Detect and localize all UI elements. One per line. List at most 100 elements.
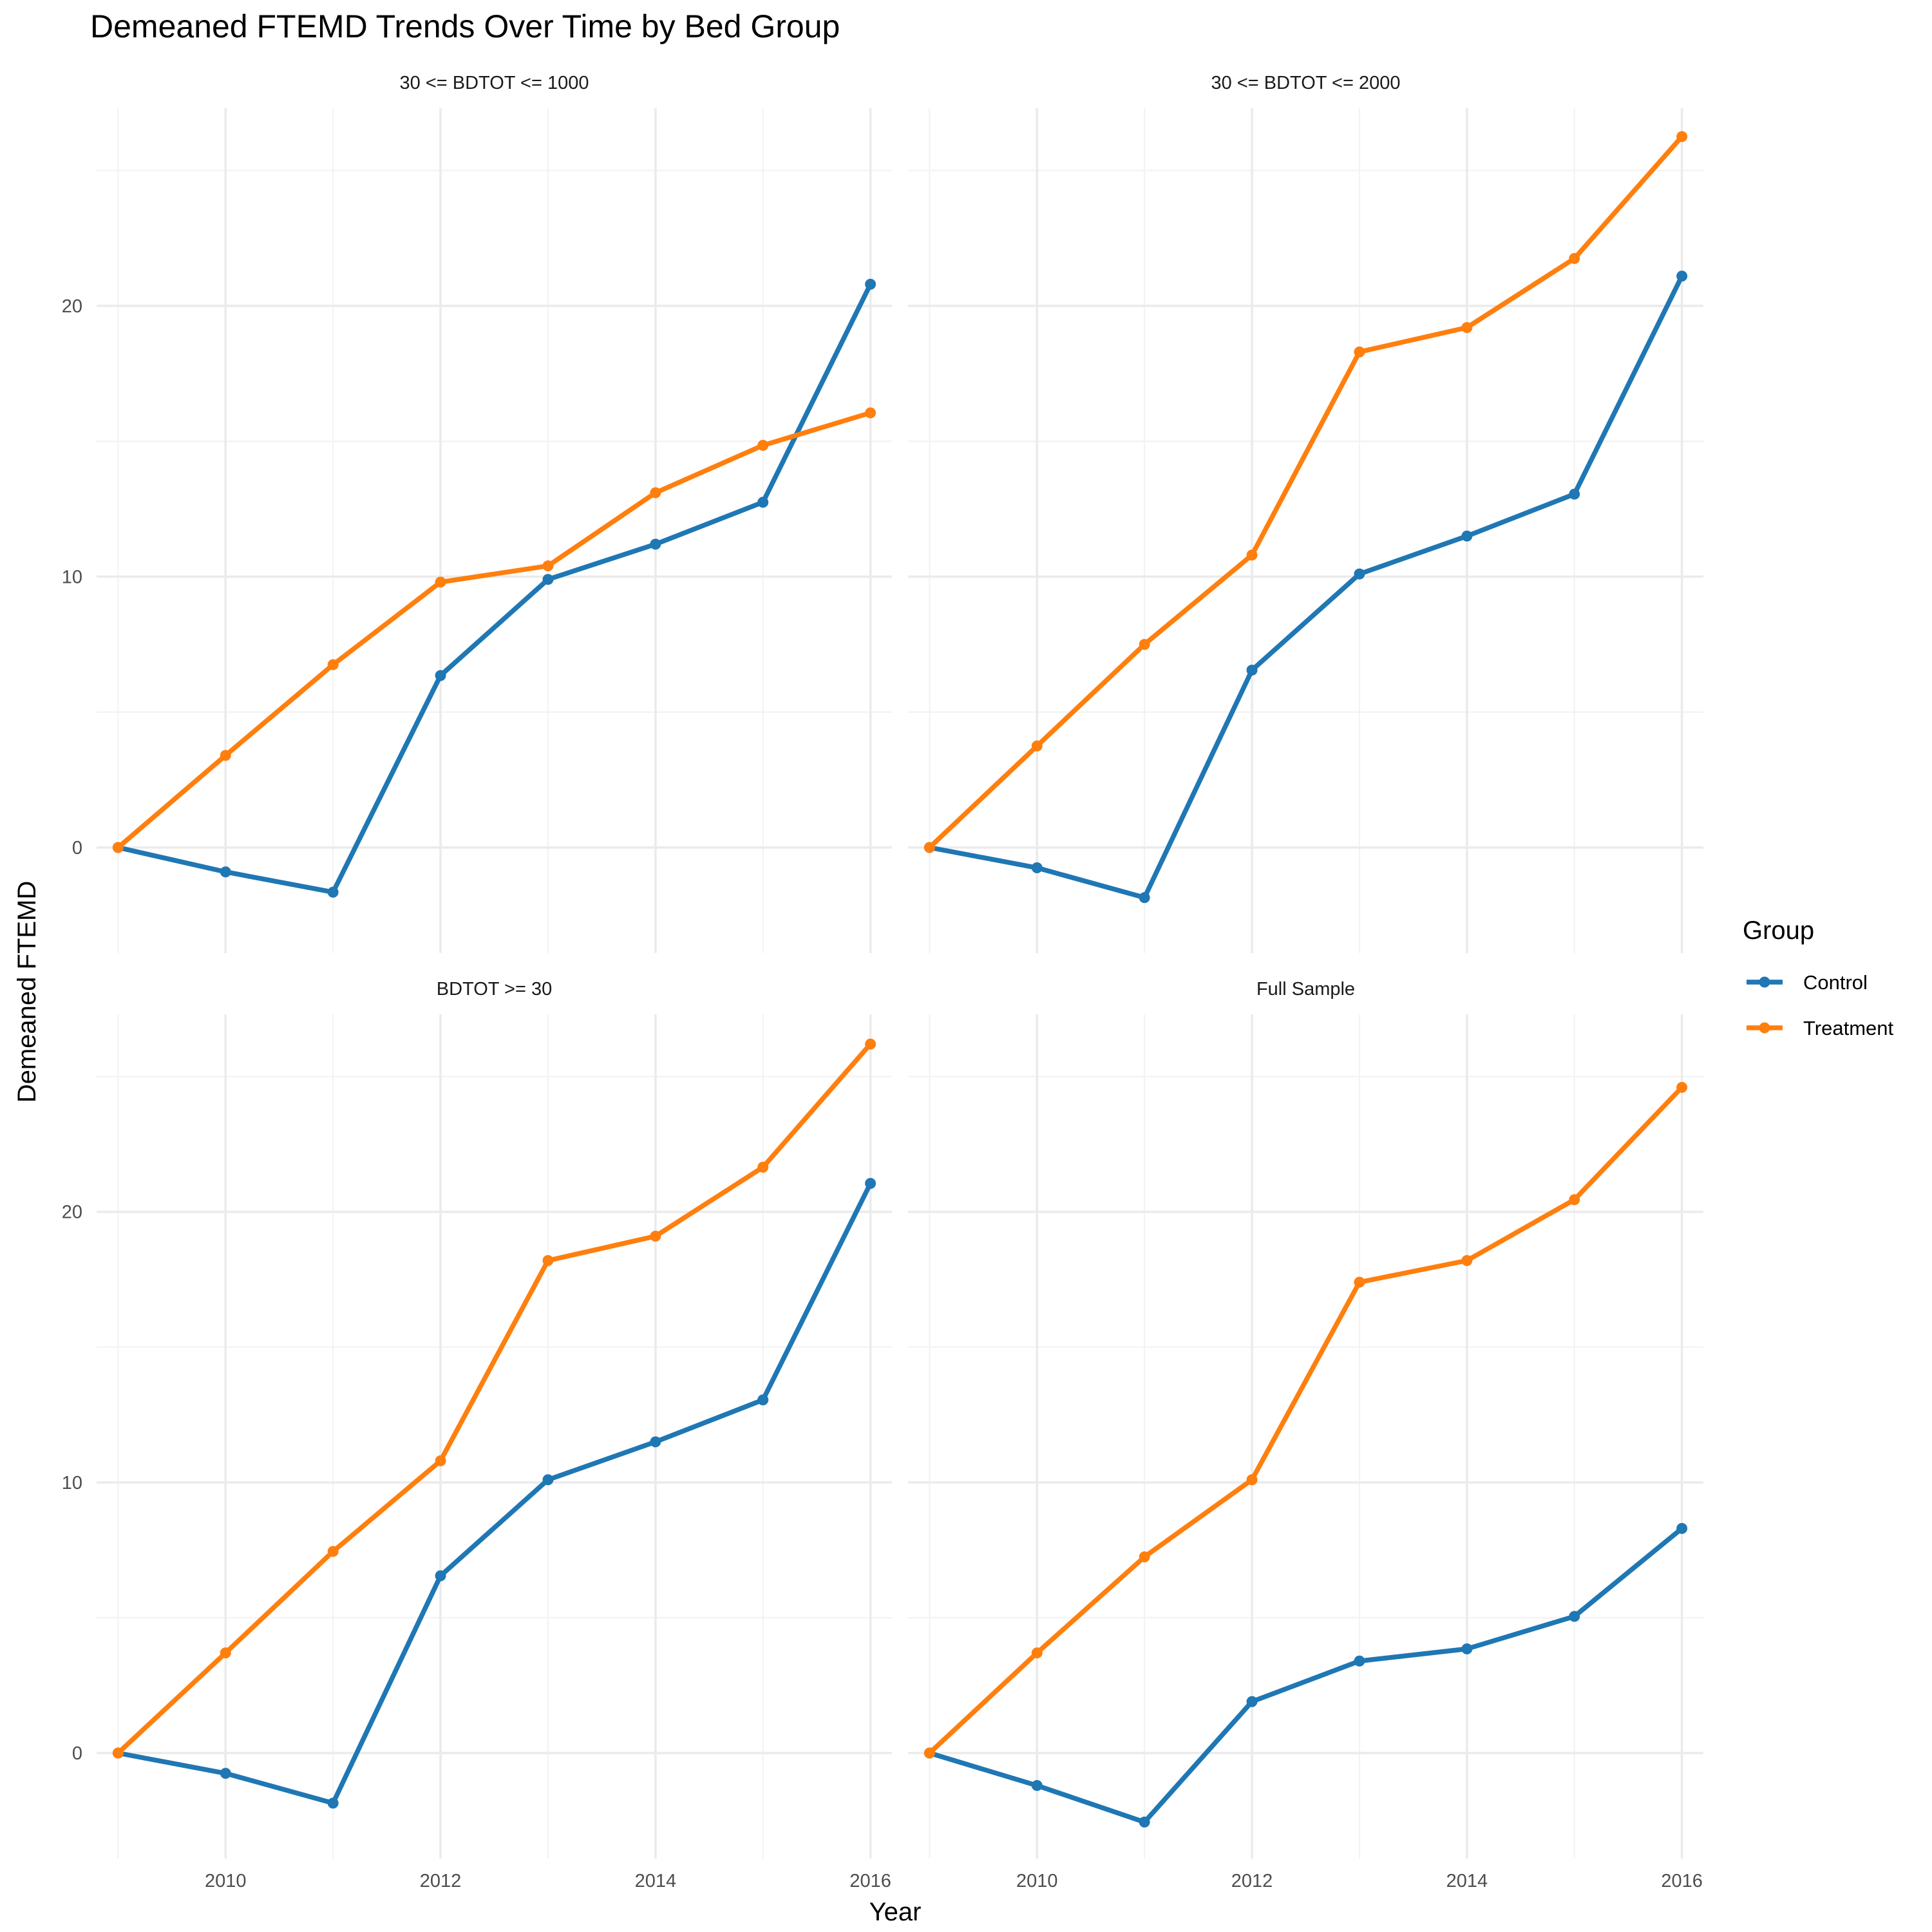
data-point-treatment bbox=[327, 1546, 339, 1557]
data-point-control bbox=[1354, 1655, 1365, 1667]
data-point-treatment bbox=[650, 487, 661, 498]
data-point-treatment bbox=[1031, 1647, 1043, 1659]
data-point-treatment bbox=[650, 1231, 661, 1242]
data-point-treatment bbox=[1354, 346, 1365, 357]
data-point-treatment bbox=[542, 1255, 554, 1266]
facet-panel: Full Sample 2010 2012 2014 2016 bbox=[908, 979, 1703, 1891]
data-point-control bbox=[1461, 1643, 1473, 1654]
legend-key-point bbox=[1759, 976, 1770, 988]
legend-label: Treatment bbox=[1803, 1017, 1894, 1039]
data-point-control bbox=[1354, 568, 1365, 580]
data-point-control bbox=[1676, 1522, 1688, 1534]
x-tick-label: 2016 bbox=[849, 1871, 891, 1891]
legend-label: Control bbox=[1803, 971, 1868, 994]
x-tick-label: 2010 bbox=[205, 1871, 247, 1891]
data-point-treatment bbox=[1246, 549, 1258, 561]
data-point-treatment bbox=[1676, 1081, 1688, 1093]
facet-strip-label: BDTOT >= 30 bbox=[437, 979, 552, 999]
facet-panel: BDTOT >= 30 0 10 20 2010 2012 2014 2016 bbox=[62, 979, 892, 1891]
legend: Group Control Treatment bbox=[1743, 916, 1894, 1039]
data-point-control bbox=[1246, 665, 1258, 676]
data-point-control bbox=[1246, 1696, 1258, 1707]
data-point-control bbox=[865, 278, 876, 290]
data-point-control bbox=[435, 1570, 446, 1582]
data-point-control bbox=[542, 574, 554, 585]
data-point-treatment bbox=[1354, 1276, 1365, 1288]
series-line-treatment bbox=[927, 135, 1684, 849]
data-point-treatment bbox=[1246, 1474, 1258, 1486]
x-tick-label: 2010 bbox=[1016, 1871, 1058, 1891]
data-point-treatment bbox=[1031, 740, 1043, 752]
data-point-treatment bbox=[757, 440, 769, 451]
y-axis-title: Demeaned FTEMD bbox=[13, 881, 41, 1103]
data-point-control bbox=[1569, 1611, 1580, 1622]
series-line-control bbox=[117, 283, 873, 895]
data-point-treatment bbox=[923, 842, 935, 853]
data-point-treatment bbox=[112, 1747, 124, 1759]
series-line-control bbox=[117, 1182, 873, 1806]
data-point-control bbox=[1139, 1816, 1150, 1828]
data-point-control bbox=[650, 538, 661, 550]
x-tick-label: 2014 bbox=[635, 1871, 677, 1891]
series-line-control bbox=[929, 1526, 1683, 1825]
data-point-treatment bbox=[435, 576, 446, 588]
chart-title: Demeaned FTEMD Trends Over Time by Bed G… bbox=[90, 8, 840, 44]
y-tick-label: 20 bbox=[62, 296, 82, 317]
x-tick-label: 2016 bbox=[1661, 1871, 1703, 1891]
data-point-treatment bbox=[757, 1161, 769, 1173]
facet-strip-label: Full Sample bbox=[1256, 979, 1355, 999]
data-point-control bbox=[435, 670, 446, 681]
data-point-treatment bbox=[1139, 639, 1150, 650]
data-point-treatment bbox=[542, 560, 554, 572]
y-tick-label: 0 bbox=[72, 838, 82, 858]
data-point-control bbox=[327, 1797, 339, 1809]
y-tick-label: 10 bbox=[62, 567, 82, 587]
data-point-treatment bbox=[865, 1038, 876, 1050]
data-point-treatment bbox=[112, 842, 124, 853]
data-point-control bbox=[1139, 892, 1150, 904]
x-tick-label: 2012 bbox=[420, 1871, 462, 1891]
data-point-treatment bbox=[1139, 1551, 1150, 1562]
data-point-treatment bbox=[1461, 322, 1473, 334]
data-point-treatment bbox=[220, 750, 231, 761]
data-point-treatment bbox=[327, 659, 339, 670]
x-tick-label: 2014 bbox=[1446, 1871, 1488, 1891]
data-point-control bbox=[650, 1436, 661, 1448]
data-point-control bbox=[1676, 270, 1688, 282]
x-tick-label: 2012 bbox=[1231, 1871, 1273, 1891]
data-point-control bbox=[542, 1474, 554, 1486]
facet-strip-label: 30 <= BDTOT <= 2000 bbox=[1211, 73, 1401, 93]
facet-panel: 30 <= BDTOT <= 1000 0 10 20 bbox=[62, 73, 892, 953]
facet-panels: 30 <= BDTOT <= 1000 0 10 20 30 <= BDTOT <= 2… bbox=[62, 73, 1703, 1891]
data-point-control bbox=[220, 866, 231, 878]
data-point-control bbox=[757, 497, 769, 508]
y-tick-label: 20 bbox=[62, 1202, 82, 1223]
series-line-treatment bbox=[116, 410, 871, 849]
series-line-treatment bbox=[927, 1085, 1684, 1755]
y-tick-label: 10 bbox=[62, 1473, 82, 1493]
facet-panel: 30 <= BDTOT <= 2000 bbox=[908, 73, 1703, 953]
legend-key-point bbox=[1759, 1022, 1770, 1034]
data-point-control bbox=[1569, 488, 1580, 500]
x-axis-title: Year bbox=[869, 1898, 922, 1926]
data-point-control bbox=[1461, 530, 1473, 542]
data-point-control bbox=[220, 1768, 231, 1779]
data-point-control bbox=[1031, 1780, 1043, 1792]
data-point-control bbox=[757, 1394, 769, 1406]
y-tick-label: 0 bbox=[72, 1743, 82, 1764]
data-point-control bbox=[327, 886, 339, 898]
data-point-treatment bbox=[435, 1455, 446, 1466]
legend-title: Group bbox=[1743, 916, 1814, 945]
data-point-treatment bbox=[923, 1747, 935, 1759]
data-point-treatment bbox=[1676, 131, 1688, 142]
data-point-treatment bbox=[220, 1647, 231, 1659]
data-point-control bbox=[865, 1178, 876, 1189]
data-point-treatment bbox=[865, 407, 876, 419]
data-point-control bbox=[1031, 862, 1043, 874]
facet-strip-label: 30 <= BDTOT <= 1000 bbox=[400, 73, 589, 93]
data-point-treatment bbox=[1569, 1194, 1580, 1206]
series-line-treatment bbox=[116, 1042, 873, 1755]
data-point-treatment bbox=[1461, 1255, 1473, 1266]
series-line-control bbox=[929, 275, 1684, 900]
